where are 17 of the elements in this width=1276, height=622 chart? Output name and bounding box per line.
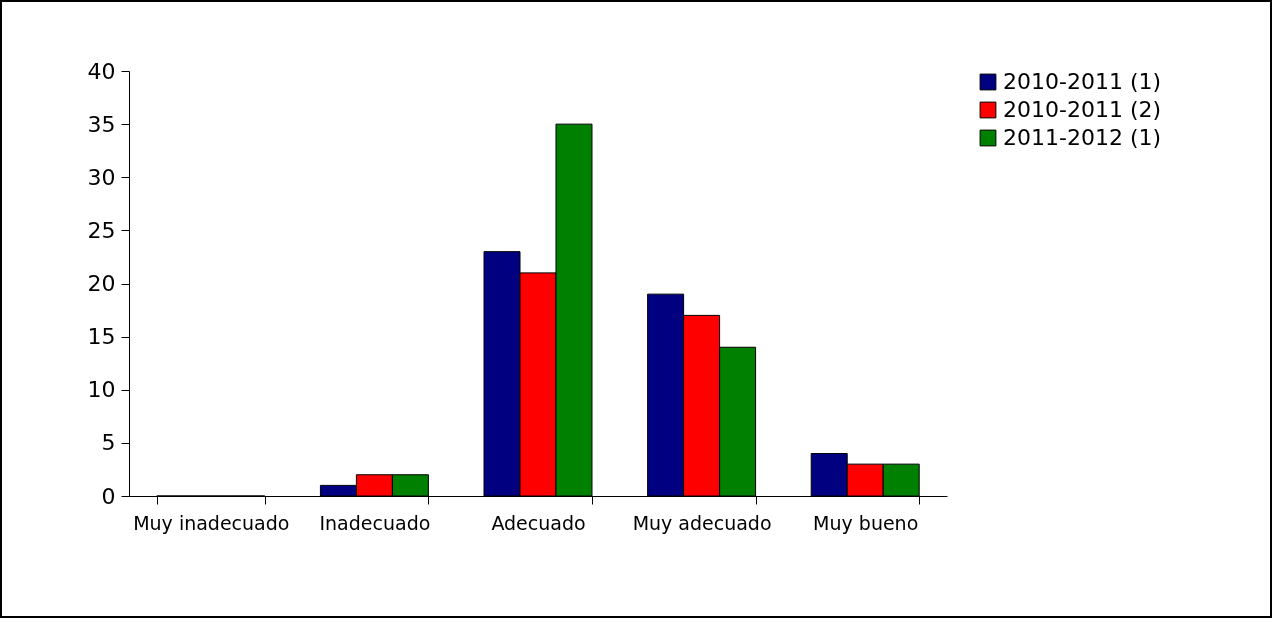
legend-label: 2010-2011 (2) [1003, 97, 1162, 122]
y-tick-label: 30 [87, 164, 116, 190]
y-tick-label: 10 [87, 377, 116, 403]
y-tick-label: 0 [101, 483, 116, 509]
y-tick-label: 15 [87, 324, 116, 350]
legend-label: 2011-2012 (1) [1003, 125, 1162, 150]
legend-label: 2010-2011 (1) [1003, 69, 1162, 94]
x-tick-label: Muy adecuado [632, 511, 772, 534]
y-tick-label: 5 [101, 430, 116, 456]
y-tick-label: 25 [87, 217, 116, 243]
x-tick-label: Muy bueno [813, 511, 919, 534]
y-tick-label: 35 [87, 111, 116, 137]
x-tick-label: Inadecuado [319, 511, 431, 534]
x-tick-label: Adecuado [491, 511, 586, 534]
y-tick-label: 20 [87, 271, 116, 296]
y-tick-label: 40 [87, 58, 116, 84]
x-tick-label: Muy inadecuado [133, 511, 290, 534]
